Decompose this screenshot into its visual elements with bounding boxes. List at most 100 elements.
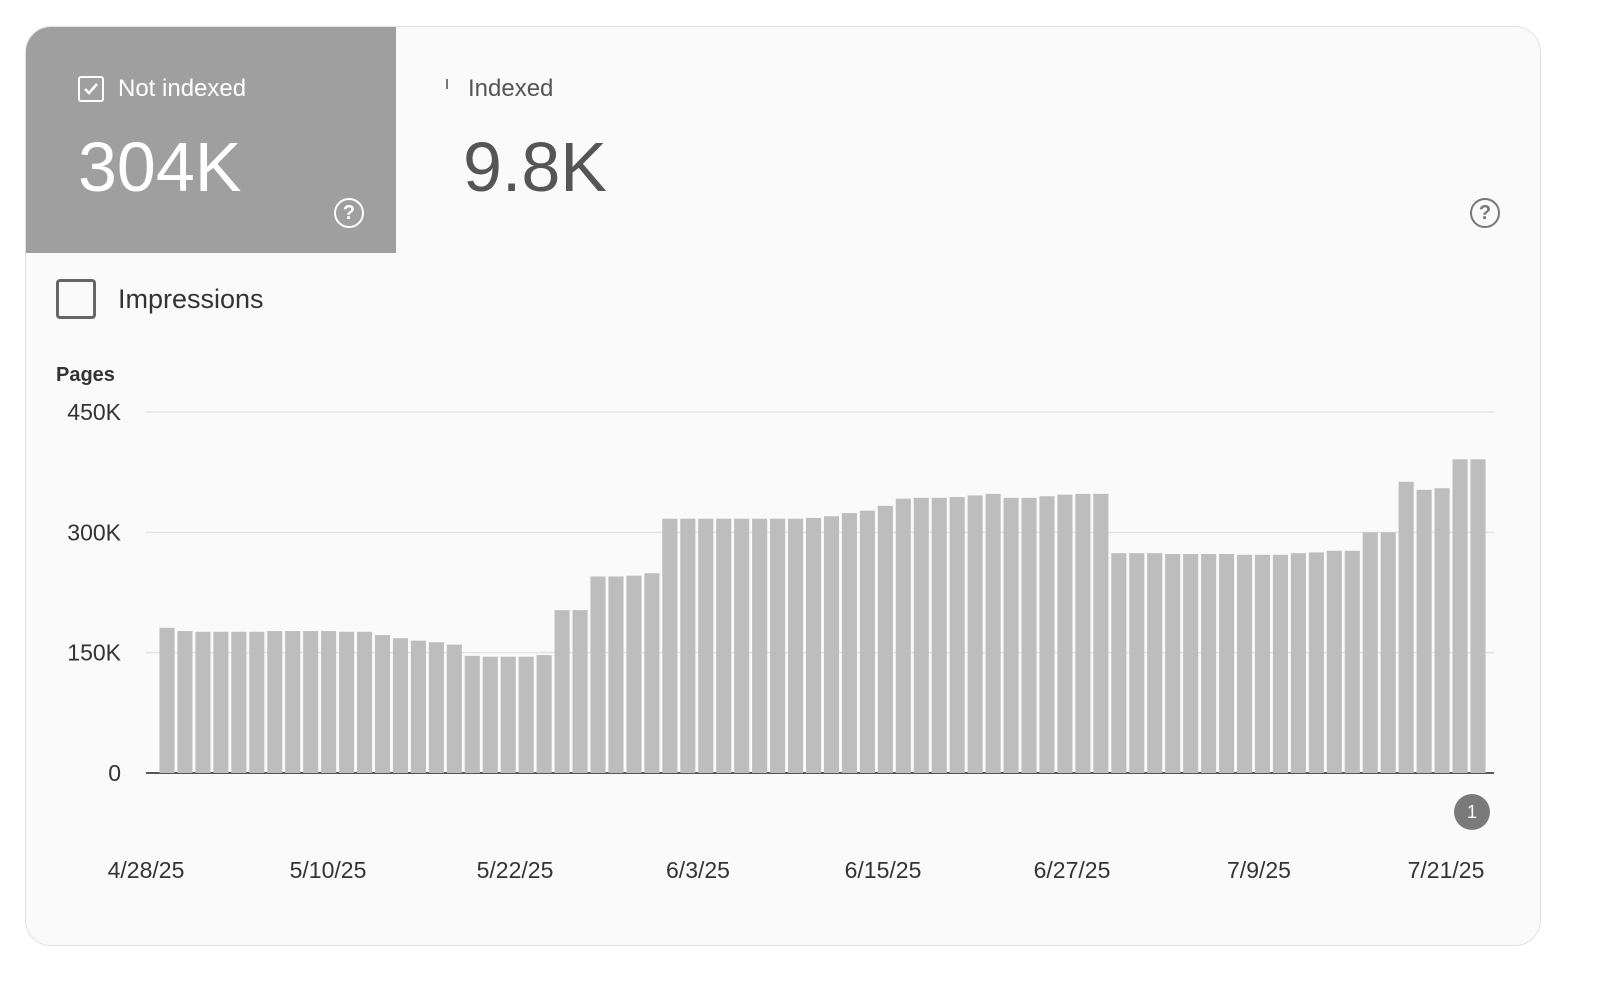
chart-bar[interactable] — [931, 497, 947, 773]
not-indexed-label: Not indexed — [118, 75, 247, 102]
chart-bar[interactable] — [339, 631, 355, 773]
chart-bar[interactable] — [554, 610, 570, 773]
tick-icon — [446, 79, 448, 89]
chart-bar[interactable] — [572, 610, 588, 773]
chart-bar[interactable] — [1380, 532, 1396, 773]
chart-bar[interactable] — [1362, 532, 1378, 773]
chart-bar[interactable] — [428, 642, 444, 773]
chart-bar[interactable] — [1003, 497, 1019, 773]
chart-bar[interactable] — [1039, 496, 1055, 773]
chart-bar[interactable] — [608, 576, 624, 773]
chart-bar[interactable] — [303, 631, 319, 773]
y-tick-label: 450K — [67, 399, 121, 425]
x-tick-label: 4/28/25 — [108, 857, 185, 883]
chart-bar[interactable] — [734, 518, 750, 773]
chart-bar[interactable] — [662, 518, 678, 773]
chart-bar[interactable] — [1219, 553, 1235, 773]
chart-bar[interactable] — [1183, 553, 1199, 773]
not-indexed-tile[interactable]: Not indexed 304K ? — [26, 27, 396, 253]
chart-bar[interactable] — [482, 656, 498, 773]
chart-bar[interactable] — [1452, 459, 1468, 773]
help-icon[interactable]: ? — [1470, 198, 1500, 228]
chart-bar[interactable] — [752, 518, 768, 773]
y-tick-label: 300K — [67, 519, 121, 545]
indexed-value: 9.8K — [463, 128, 607, 206]
chart-bar[interactable] — [1290, 553, 1306, 773]
chart-bar[interactable] — [877, 505, 893, 773]
chart-bar[interactable] — [626, 575, 642, 773]
chart-bar[interactable] — [285, 631, 301, 773]
x-tick-label: 6/15/25 — [845, 857, 922, 883]
chart-bar[interactable] — [841, 513, 857, 773]
chart-bar[interactable] — [644, 573, 660, 773]
chart-bar[interactable] — [267, 631, 283, 773]
chart-bar[interactable] — [177, 631, 193, 773]
chart-bar[interactable] — [1344, 550, 1360, 773]
chart-bar[interactable] — [159, 627, 175, 773]
chart-bar[interactable] — [446, 644, 462, 773]
chart-bar[interactable] — [1147, 553, 1163, 773]
y-tick-label: 0 — [108, 760, 121, 786]
chart-bar[interactable] — [895, 498, 911, 773]
chart-bar[interactable] — [231, 631, 247, 773]
chart-bar[interactable] — [698, 518, 714, 773]
chart-bar[interactable] — [967, 495, 983, 773]
chart-bar[interactable] — [1129, 553, 1145, 773]
chart-bar[interactable] — [1272, 554, 1288, 773]
chart-bar[interactable] — [1165, 553, 1181, 773]
chart-bar[interactable] — [823, 516, 840, 773]
chart-bar[interactable] — [788, 518, 804, 773]
chart-bar[interactable] — [249, 631, 265, 773]
chart-bar[interactable] — [374, 635, 391, 773]
chart-bar[interactable] — [464, 655, 480, 773]
indexed-label: Indexed — [468, 75, 554, 102]
chart-bar[interactable] — [1236, 554, 1253, 773]
chart-bar[interactable] — [859, 510, 875, 773]
chart-bar[interactable] — [680, 518, 696, 773]
chart-bar[interactable] — [913, 497, 929, 773]
chart-bar[interactable] — [392, 638, 409, 773]
chart-bar[interactable] — [357, 631, 373, 773]
chart-bar[interactable] — [1308, 552, 1324, 773]
chart-bar[interactable] — [770, 518, 786, 773]
chart-bar[interactable] — [1326, 550, 1342, 773]
chart-bar[interactable] — [716, 518, 732, 773]
chart-bar[interactable] — [985, 493, 1001, 773]
chart-bar[interactable] — [1434, 488, 1450, 773]
chart-bar[interactable] — [1075, 493, 1091, 773]
chart-bar[interactable] — [1201, 553, 1217, 773]
chart-bar[interactable] — [1111, 553, 1127, 773]
x-tick-label: 5/22/25 — [477, 857, 554, 883]
chart-bar[interactable] — [590, 576, 606, 773]
chart-bar[interactable] — [518, 656, 534, 773]
x-tick-label: 7/21/25 — [1408, 857, 1485, 883]
y-tick-label: 150K — [67, 640, 121, 666]
chart-bar[interactable] — [195, 631, 211, 773]
x-tick-label: 6/27/25 — [1034, 857, 1111, 883]
checkbox-icon[interactable] — [56, 279, 96, 319]
chart-bar[interactable] — [949, 497, 965, 773]
chart-bar[interactable] — [1398, 481, 1414, 773]
chart-bar[interactable] — [1470, 459, 1486, 773]
chart-bar[interactable] — [1021, 497, 1037, 773]
pages-bar-chart: 450K 300K 150K 0 4/28/25 5/10/25 5/22/25 6/3/25… — [67, 399, 1494, 883]
check-icon[interactable] — [78, 76, 104, 102]
x-tick-label: 7/9/25 — [1227, 857, 1291, 883]
chart-bar[interactable] — [536, 655, 552, 773]
chart-bar[interactable] — [1254, 554, 1271, 773]
chart-bar[interactable] — [213, 631, 229, 773]
help-icon[interactable]: ? — [334, 198, 364, 228]
chart-bar[interactable] — [321, 631, 337, 773]
annotation-marker[interactable]: 1 — [1454, 794, 1490, 830]
index-coverage-card: Not indexed 304K ? Indexed 9.8K ? Impres… — [25, 26, 1541, 946]
impressions-toggle[interactable]: Impressions — [56, 279, 264, 319]
not-indexed-value: 304K — [78, 128, 242, 206]
chart-bar[interactable] — [410, 640, 426, 773]
not-indexed-label-row: Not indexed — [78, 75, 246, 103]
chart-bar[interactable] — [1057, 494, 1073, 773]
chart-bar[interactable] — [1416, 489, 1432, 773]
chart-bar[interactable] — [1093, 493, 1109, 773]
x-tick-label: 5/10/25 — [290, 857, 367, 883]
chart-bar[interactable] — [805, 517, 822, 773]
chart-bar[interactable] — [500, 656, 516, 773]
